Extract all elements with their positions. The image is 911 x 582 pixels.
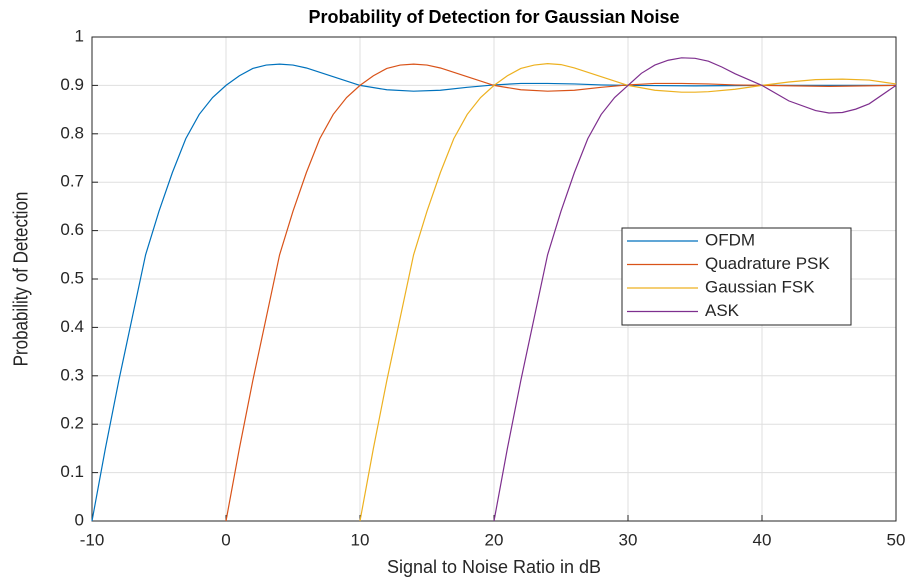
- y-tick-label: 0.9: [60, 75, 84, 94]
- y-tick-label: 0.5: [60, 268, 84, 287]
- y-tick-label: 0.4: [60, 317, 84, 336]
- legend-label: OFDM: [705, 230, 755, 249]
- y-tick-label: 1: [75, 26, 84, 45]
- y-tick-label: 0.2: [60, 414, 84, 433]
- y-tick-label: 0: [75, 510, 84, 529]
- series-line: [493, 57, 897, 522]
- legend-label: Gaussian FSK: [705, 277, 815, 296]
- x-tick-label: 50: [887, 530, 906, 549]
- y-tick-label: 0.3: [60, 365, 84, 384]
- legend: OFDM Quadrature PSK Gaussian FSK ASK: [621, 227, 852, 326]
- chart-title: Probability of Detection for Gaussian No…: [308, 7, 679, 27]
- series-line: [359, 63, 897, 522]
- x-tick-label: 40: [753, 530, 772, 549]
- y-tick-label: 0.8: [60, 123, 84, 142]
- legend-box: [621, 227, 852, 326]
- y-tick-label: 0.7: [60, 172, 84, 191]
- y-tick-label: 0.6: [60, 220, 84, 239]
- series-line: [91, 63, 896, 522]
- series-line: [225, 63, 897, 522]
- x-axis-label: Signal to Noise Ratio in dB: [387, 557, 601, 577]
- y-tick-label: 0.1: [60, 462, 84, 481]
- x-tick-label: 20: [485, 530, 504, 549]
- legend-label: Quadrature PSK: [705, 254, 830, 273]
- x-tick-label: 0: [221, 530, 230, 549]
- x-tick-label: 30: [619, 530, 638, 549]
- x-tick-label: -10: [80, 530, 105, 549]
- legend-label: ASK: [705, 301, 740, 320]
- x-tick-label: 10: [351, 530, 370, 549]
- y-axis-label: Probability of Detection: [9, 192, 32, 367]
